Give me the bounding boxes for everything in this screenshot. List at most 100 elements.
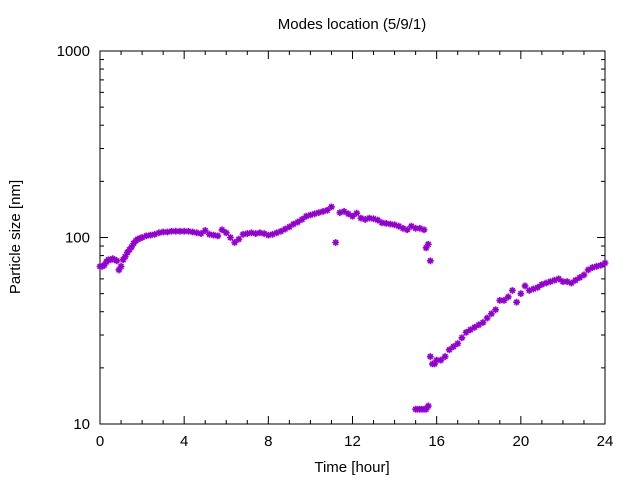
data-point <box>395 222 403 230</box>
plot-area-border <box>99 50 606 425</box>
data-point <box>281 225 289 233</box>
data-point <box>593 262 600 270</box>
data-point <box>222 229 230 237</box>
y-axis-label: Particle size [nm] <box>7 180 24 294</box>
data-point <box>576 274 584 281</box>
x-tick-label: 16 <box>428 433 445 450</box>
data-point <box>588 264 596 271</box>
data-point <box>243 230 251 237</box>
x-axis-label: Time [hour] <box>314 459 389 476</box>
data-point <box>426 353 434 360</box>
data-point <box>509 287 516 294</box>
data-point <box>119 256 127 264</box>
data-point <box>521 282 529 290</box>
data-point <box>273 229 281 237</box>
data-point <box>454 340 462 347</box>
data-point <box>189 228 196 236</box>
data-point <box>391 221 398 229</box>
data-point <box>113 257 121 265</box>
data-point <box>151 230 159 238</box>
data-point <box>163 228 171 236</box>
data-point <box>201 227 209 234</box>
data-point <box>285 223 293 231</box>
data-point <box>597 261 605 269</box>
data-point <box>466 326 474 334</box>
data-point <box>374 216 382 224</box>
data-point <box>159 228 167 236</box>
data-point <box>403 226 411 234</box>
data-point <box>328 203 335 211</box>
data-point <box>546 278 554 286</box>
data-point <box>277 227 285 235</box>
data-point <box>572 276 579 284</box>
y-tick-label: 1000 <box>57 43 90 60</box>
data-point <box>264 231 272 239</box>
data-point <box>323 206 331 214</box>
data-point <box>424 402 432 410</box>
data-point <box>214 232 222 240</box>
data-point <box>408 222 415 230</box>
data-point <box>365 214 373 222</box>
data-point <box>534 284 542 291</box>
data-point <box>340 208 348 215</box>
data-point <box>294 218 302 226</box>
data-point <box>344 210 352 218</box>
data-point <box>134 235 142 243</box>
data-point <box>475 321 483 329</box>
data-point <box>525 287 533 294</box>
data-point <box>248 229 255 237</box>
data-point <box>551 276 558 284</box>
data-point <box>155 229 163 237</box>
data-point <box>290 220 297 228</box>
x-tick-label: 0 <box>96 433 104 450</box>
data-point <box>239 230 247 238</box>
data-point <box>231 239 239 246</box>
data-point <box>487 310 495 318</box>
data-point <box>399 224 407 232</box>
data-point <box>492 306 499 314</box>
data-point <box>433 356 441 364</box>
x-tick-label: 12 <box>344 433 361 450</box>
y-tick-label: 10 <box>73 416 90 433</box>
data-point <box>218 226 226 234</box>
data-point <box>336 209 344 216</box>
data-point <box>235 235 243 243</box>
data-point <box>542 279 550 287</box>
data-point <box>530 285 537 293</box>
data-point <box>168 227 175 235</box>
x-tick-label: 24 <box>597 433 614 450</box>
plot-frame <box>99 50 606 425</box>
data-point <box>370 215 377 223</box>
data-point <box>100 261 108 269</box>
x-tick-label: 20 <box>512 433 529 450</box>
data-point <box>555 275 563 283</box>
data-point <box>504 293 512 301</box>
data-point <box>311 210 319 218</box>
data-point <box>172 227 180 235</box>
data-point <box>496 296 504 304</box>
data-point <box>601 259 609 267</box>
data-point <box>128 243 135 251</box>
data-point <box>386 220 394 228</box>
data-point <box>424 240 432 248</box>
data-point <box>142 232 150 240</box>
data-point <box>416 224 424 232</box>
data-point <box>382 220 390 227</box>
data-point <box>513 298 521 306</box>
data-point <box>378 219 386 227</box>
data-point <box>147 231 154 239</box>
y-tick-label: 100 <box>65 230 90 247</box>
data-point <box>458 334 466 342</box>
data-markers <box>96 203 609 413</box>
data-point <box>315 209 323 216</box>
data-point <box>567 279 575 287</box>
data-point <box>437 356 445 364</box>
data-point <box>180 227 188 235</box>
x-tick-label: 8 <box>264 433 272 450</box>
data-point <box>420 226 428 234</box>
data-point <box>349 212 356 220</box>
data-point <box>252 230 260 237</box>
data-point <box>517 290 525 298</box>
